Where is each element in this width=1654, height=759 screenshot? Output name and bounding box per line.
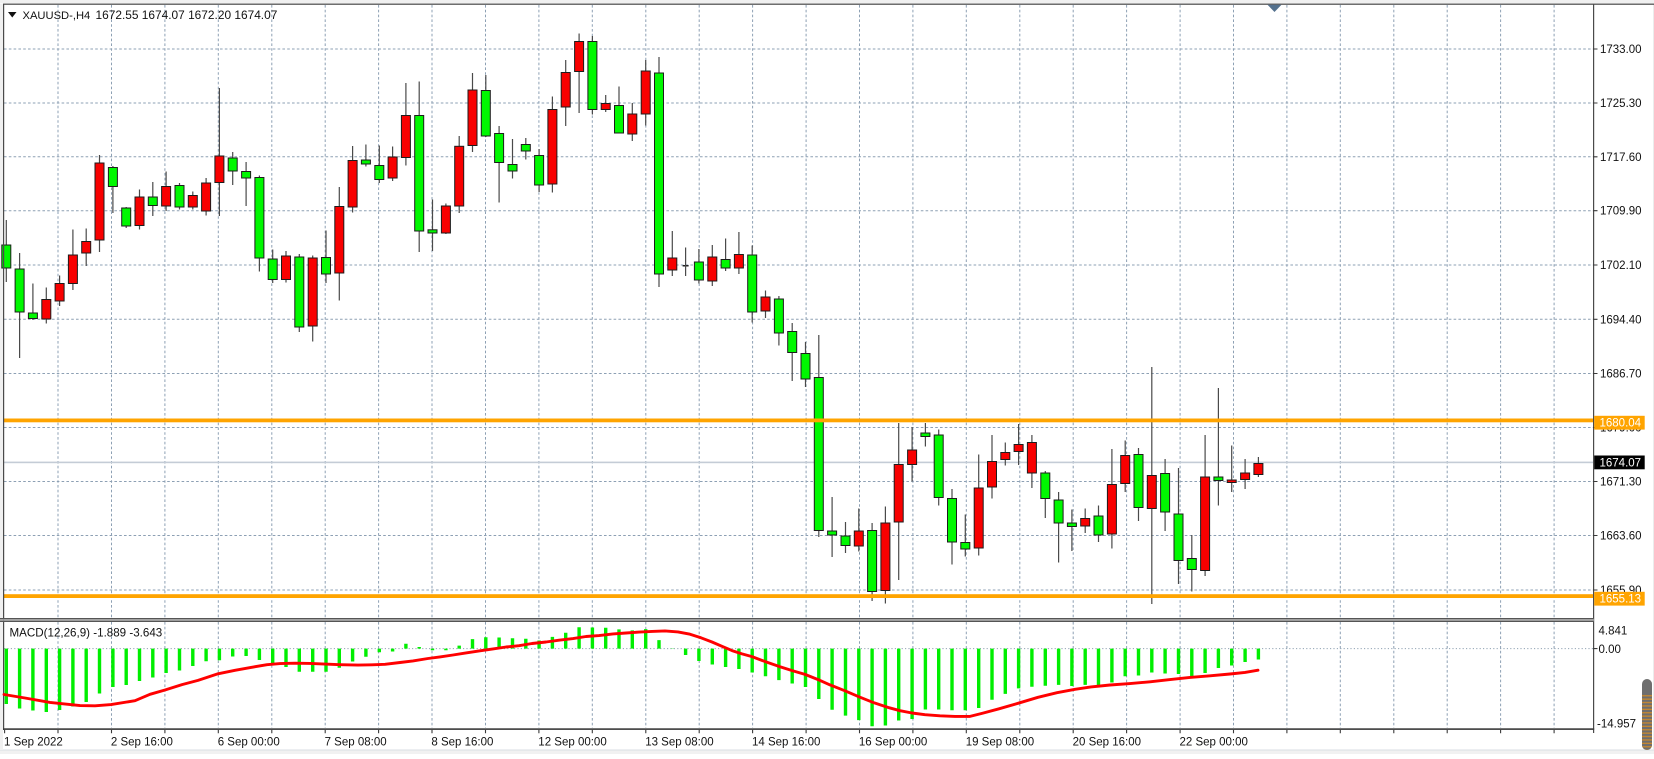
svg-text:8 Sep 16:00: 8 Sep 16:00 bbox=[431, 737, 493, 749]
svg-text:6 Sep 00:00: 6 Sep 00:00 bbox=[218, 737, 280, 749]
svg-text:14 Sep 16:00: 14 Sep 16:00 bbox=[752, 737, 820, 749]
svg-text:1663.60: 1663.60 bbox=[1600, 531, 1642, 543]
svg-text:1733.00: 1733.00 bbox=[1600, 44, 1642, 56]
svg-text:1 Sep 2022: 1 Sep 2022 bbox=[4, 737, 63, 749]
svg-text:1672.55 1674.07 1672.20 1674.0: 1672.55 1674.07 1672.20 1674.07 bbox=[96, 8, 278, 22]
svg-text:2 Sep 16:00: 2 Sep 16:00 bbox=[111, 737, 173, 749]
svg-text:0.00: 0.00 bbox=[1599, 644, 1621, 656]
svg-text:1671.30: 1671.30 bbox=[1600, 477, 1642, 489]
svg-text:4.841: 4.841 bbox=[1599, 625, 1628, 637]
svg-text:1709.90: 1709.90 bbox=[1600, 206, 1642, 218]
svg-text:1694.40: 1694.40 bbox=[1600, 314, 1642, 326]
svg-text:1725.30: 1725.30 bbox=[1600, 98, 1642, 110]
svg-text:1717.60: 1717.60 bbox=[1600, 152, 1642, 164]
svg-text:7 Sep 08:00: 7 Sep 08:00 bbox=[325, 737, 387, 749]
svg-text:20 Sep 16:00: 20 Sep 16:00 bbox=[1073, 737, 1141, 749]
svg-text:22 Sep 00:00: 22 Sep 00:00 bbox=[1180, 737, 1248, 749]
svg-text:1686.70: 1686.70 bbox=[1600, 369, 1642, 381]
svg-text:MACD(12,26,9) -1.889 -3.643: MACD(12,26,9) -1.889 -3.643 bbox=[10, 626, 163, 639]
svg-text:1702.10: 1702.10 bbox=[1600, 260, 1642, 272]
svg-text:XAUUSD-,H4: XAUUSD-,H4 bbox=[23, 10, 91, 22]
svg-text:-14.957: -14.957 bbox=[1597, 719, 1636, 731]
svg-text:16 Sep 00:00: 16 Sep 00:00 bbox=[859, 737, 927, 749]
svg-text:13 Sep 08:00: 13 Sep 08:00 bbox=[645, 737, 713, 749]
svg-text:19 Sep 08:00: 19 Sep 08:00 bbox=[966, 737, 1034, 749]
svg-text:1680.04: 1680.04 bbox=[1600, 418, 1642, 430]
svg-text:1674.07: 1674.07 bbox=[1600, 457, 1642, 469]
svg-text:12 Sep 00:00: 12 Sep 00:00 bbox=[538, 737, 606, 749]
svg-text:1655.13: 1655.13 bbox=[1600, 594, 1642, 606]
